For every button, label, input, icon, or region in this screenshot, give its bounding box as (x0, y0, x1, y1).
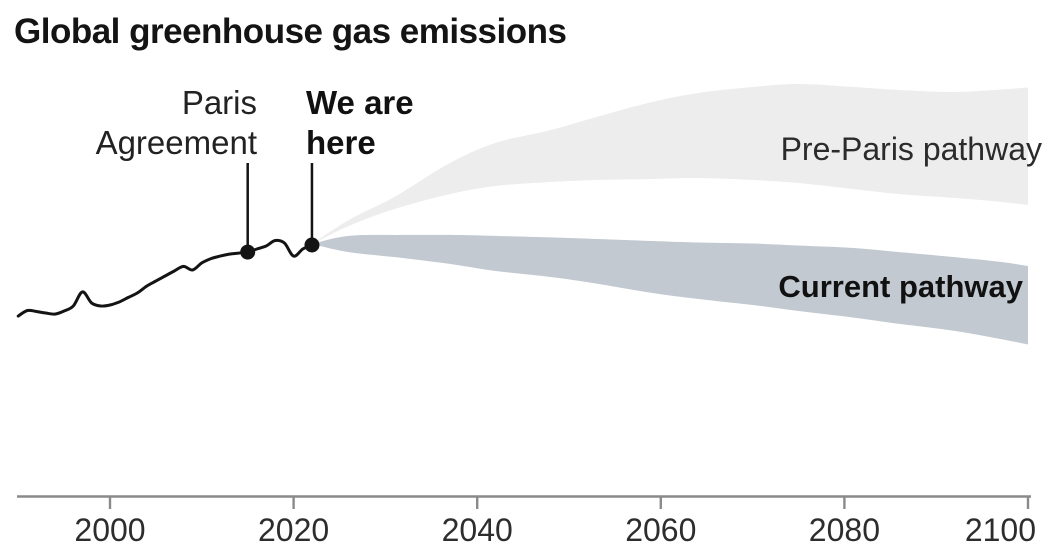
x-axis-tick-label: 2000 (74, 512, 145, 548)
current-pathway-label: Current pathway (778, 269, 1023, 304)
historical-emissions-line (16, 238, 314, 318)
chart-title: Global greenhouse gas emissions (14, 12, 567, 51)
x-axis-tick-label: 2040 (442, 512, 513, 548)
annotation-we-are-here: We are here (306, 83, 414, 163)
annotation-here-line2: here (306, 124, 376, 161)
annotation-paris-agreement: Paris Agreement (96, 83, 257, 163)
x-axis-tick-label: 2020 (258, 512, 329, 548)
annotation-paris-line2: Agreement (95, 124, 257, 161)
annotation-here-line1: We are (306, 84, 414, 121)
x-axis-tick-label: 2100 (965, 512, 1036, 548)
annotation-paris-line1: Paris (181, 84, 257, 121)
we-are-here-dot (304, 237, 320, 253)
x-axis-tick-label: 2080 (809, 512, 880, 548)
pre-paris-pathway-band (312, 84, 1028, 244)
pre-paris-pathway-label: Pre-Paris pathway (780, 131, 1042, 167)
current-pathway-band (312, 234, 1028, 345)
x-axis-tick-label: 2060 (625, 512, 696, 548)
paris-agreement-dot (240, 244, 256, 260)
